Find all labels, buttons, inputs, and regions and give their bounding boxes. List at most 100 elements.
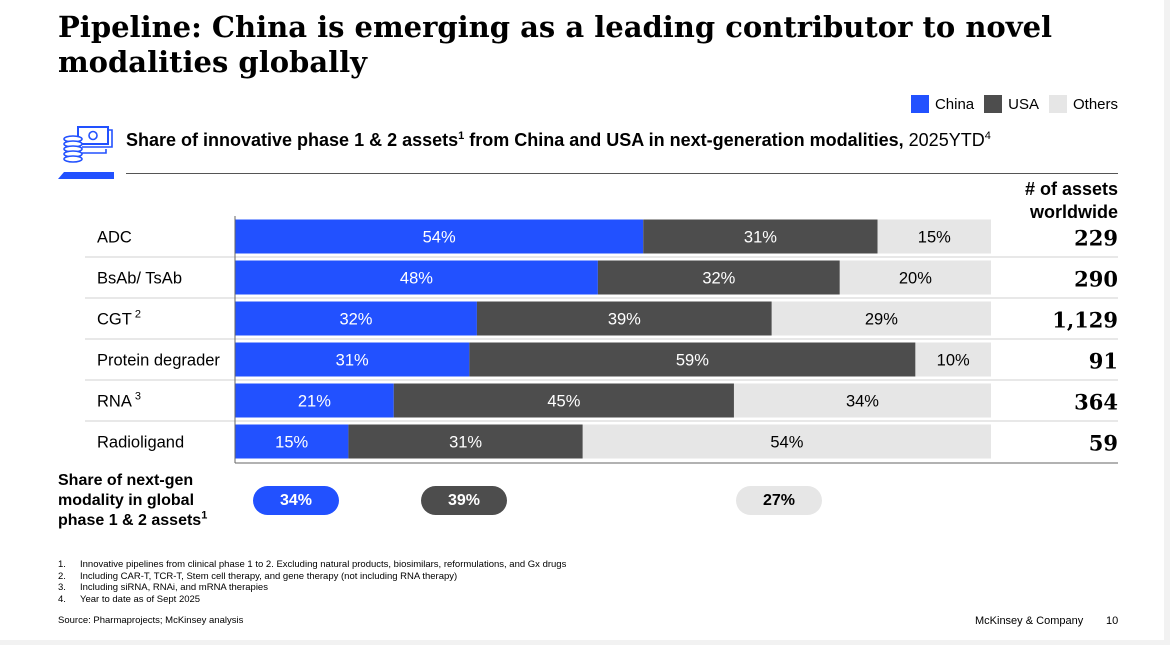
overall-share-line3: phase 1 & 2 assets bbox=[58, 512, 202, 529]
category-label-cgt: CGT 2 bbox=[97, 309, 141, 329]
data-label-china-cgt: 32% bbox=[339, 311, 372, 329]
subtitle-sup-4: 4 bbox=[984, 130, 991, 142]
bar-segment-usa-radioligand bbox=[348, 424, 583, 459]
legend-swatch-usa bbox=[984, 95, 1003, 113]
overall-share-line1: Share of next-gen bbox=[58, 472, 194, 489]
bar-segment-others-rna bbox=[733, 383, 991, 418]
overall-share-china-pill: 34% bbox=[253, 486, 339, 515]
legend-label-others: Others bbox=[1072, 95, 1118, 113]
bar-segment-china-cgt bbox=[235, 301, 477, 336]
data-label-usa-adc: 31% bbox=[744, 229, 777, 247]
data-label-usa-radioligand: 31% bbox=[449, 434, 482, 452]
data-label-others-bsab-tsab: 20% bbox=[899, 270, 932, 288]
data-label-usa-rna: 45% bbox=[547, 393, 580, 411]
overall-share-usa-value: 39% bbox=[447, 491, 481, 509]
data-label-china-rna: 21% bbox=[298, 393, 331, 411]
legend-label-usa: USA bbox=[1008, 95, 1039, 113]
footnote-num: 3. bbox=[58, 582, 66, 593]
bar-segment-china-adc bbox=[235, 219, 644, 254]
bar-segment-others-radioligand bbox=[582, 424, 991, 459]
overall-share-usa-pill: 39% bbox=[421, 486, 507, 515]
subtitle-sup-1: 1 bbox=[458, 130, 465, 142]
assets-count-bsab-tsab: 290 bbox=[1074, 267, 1118, 292]
footnote-num: 4. bbox=[58, 593, 66, 605]
bar-segment-china-protein-degrader bbox=[235, 342, 470, 377]
footnote: 4. Year to date as of Sept 2025 bbox=[58, 594, 566, 606]
legend-item-china: China bbox=[910, 95, 975, 113]
company-name: McKinsey & Company bbox=[975, 615, 1084, 627]
assets-count-adc: 229 bbox=[1074, 226, 1118, 251]
footnotes: 1. Innovative pipelines from clinical pha… bbox=[58, 559, 566, 605]
assets-count-protein-degrader: 91 bbox=[1089, 349, 1118, 374]
data-label-others-adc: 15% bbox=[918, 229, 951, 247]
money-stack-icon bbox=[58, 126, 114, 179]
bar-segment-others-adc bbox=[877, 219, 991, 254]
assets-count-rna: 364 bbox=[1074, 390, 1118, 415]
bottom-edge bbox=[0, 640, 1170, 645]
assets-count-cgt: 1,129 bbox=[1052, 308, 1118, 333]
assets-header: # of assets worldwide bbox=[1025, 178, 1118, 224]
bar-segment-others-protein-degrader bbox=[915, 342, 991, 377]
bar-segment-china-radioligand bbox=[235, 424, 349, 459]
overall-share-china-value: 34% bbox=[279, 491, 313, 509]
bar-segment-others-bsab-tsab bbox=[839, 260, 991, 295]
bar-segment-china-bsab-tsab bbox=[235, 260, 598, 295]
bar-segment-usa-adc bbox=[643, 219, 878, 254]
assets-count-radioligand: 59 bbox=[1089, 431, 1118, 456]
footnote-num: 1. bbox=[58, 559, 66, 570]
overall-share-sup: 1 bbox=[201, 509, 208, 522]
category-label-radioligand: Radioligand bbox=[97, 434, 184, 452]
overall-share-others-value: 27% bbox=[762, 491, 796, 509]
data-label-china-adc: 54% bbox=[423, 229, 456, 247]
data-label-others-protein-degrader: 10% bbox=[937, 352, 970, 370]
subtitle-rule bbox=[126, 173, 1118, 174]
subtitle-normal: 2025YTD bbox=[903, 130, 985, 150]
footnote-text: Including CAR-T, TCR-T, Stem cell therap… bbox=[80, 570, 458, 582]
footnote-text: Including siRNA, RNAi, and mRNA therapie… bbox=[80, 582, 268, 593]
data-label-china-bsab-tsab: 48% bbox=[400, 270, 433, 288]
category-label-protein-degrader: Protein degrader bbox=[97, 352, 220, 370]
data-label-china-radioligand: 15% bbox=[275, 434, 308, 452]
data-label-usa-protein-degrader: 59% bbox=[676, 352, 709, 370]
data-label-others-rna: 34% bbox=[846, 393, 879, 411]
category-label-rna: RNA 3 bbox=[97, 391, 141, 411]
source-note: Source: Pharmaprojects; McKinsey analysi… bbox=[58, 615, 244, 626]
data-label-others-radioligand: 54% bbox=[770, 434, 803, 452]
footnote: 2. Including CAR-T, TCR-T, Stem cell ther… bbox=[58, 571, 566, 583]
assets-header-line1: # of assets bbox=[1024, 179, 1118, 199]
data-label-usa-bsab-tsab: 32% bbox=[702, 270, 735, 288]
bar-segment-usa-cgt bbox=[476, 301, 772, 336]
data-label-others-cgt: 29% bbox=[865, 311, 898, 329]
data-label-usa-cgt: 39% bbox=[608, 311, 641, 329]
page-number: 10 bbox=[1106, 615, 1119, 627]
chart-subtitle: Share of innovative phase 1 & 2 assets1 … bbox=[126, 130, 991, 151]
right-edge bbox=[1164, 0, 1170, 645]
overall-share-others-pill: 27% bbox=[736, 486, 822, 515]
subtitle-bold-rest: from China and USA in next-generation mo… bbox=[464, 130, 904, 150]
assets-header-line2: worldwide bbox=[1029, 202, 1118, 222]
footnote-num: 2. bbox=[58, 570, 66, 582]
category-label-adc: ADC bbox=[97, 229, 132, 247]
legend-item-others: Others bbox=[1048, 95, 1118, 113]
category-label-bsab-tsab: BsAb/ TsAb bbox=[97, 270, 182, 288]
data-label-china-protein-degrader: 31% bbox=[336, 352, 369, 370]
bar-segment-china-rna bbox=[235, 383, 394, 418]
legend-swatch-others bbox=[1048, 95, 1067, 113]
legend: China USA Others bbox=[901, 95, 1118, 113]
footnote: 3. Including siRNA, RNAi, and mRNA therap… bbox=[58, 582, 566, 594]
subtitle-bold: Share of innovative phase 1 & 2 assets bbox=[126, 130, 459, 150]
legend-swatch-china bbox=[910, 95, 929, 113]
bar-segment-usa-bsab-tsab bbox=[597, 260, 840, 295]
legend-label-china: China bbox=[934, 95, 975, 113]
footnote-text: Innovative pipelines from clinical phase… bbox=[80, 559, 567, 570]
overall-share-line2: modality in global bbox=[58, 492, 195, 509]
bar-segment-usa-protein-degrader bbox=[469, 342, 916, 377]
overall-share-label: Share of next-gen modality in global pha… bbox=[58, 471, 207, 531]
legend-item-usa: USA bbox=[984, 95, 1039, 113]
bar-segment-usa-rna bbox=[393, 383, 734, 418]
bar-segment-others-cgt bbox=[771, 301, 991, 336]
footnote: 1. Innovative pipelines from clinical pha… bbox=[58, 559, 566, 571]
page-title: Pipeline: China is emerging as a leading… bbox=[58, 10, 1053, 79]
